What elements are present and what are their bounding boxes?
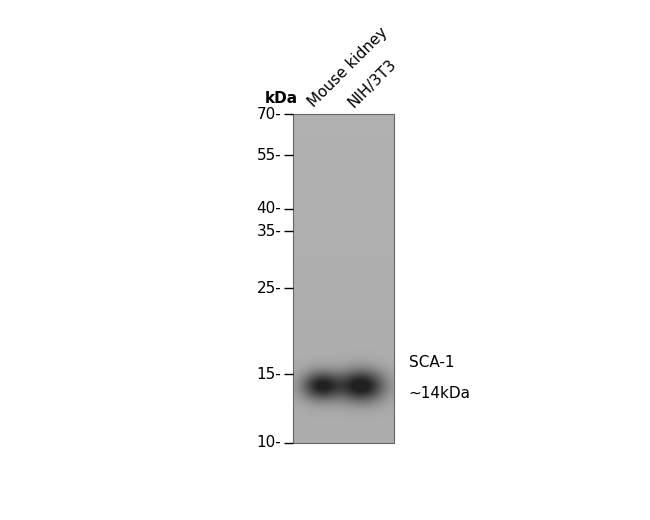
Text: NIH/3T3: NIH/3T3 xyxy=(346,57,400,110)
Text: 10-: 10- xyxy=(257,435,281,450)
Text: 35-: 35- xyxy=(256,224,281,239)
Bar xyxy=(292,114,393,443)
Text: kDa: kDa xyxy=(265,92,298,107)
Text: 55-: 55- xyxy=(257,148,281,163)
Text: Mouse kidney: Mouse kidney xyxy=(306,25,391,110)
Text: 15-: 15- xyxy=(257,367,281,382)
Text: ~14kDa: ~14kDa xyxy=(409,386,471,401)
Text: 25-: 25- xyxy=(257,281,281,296)
Text: 70-: 70- xyxy=(257,107,281,122)
Text: SCA-1: SCA-1 xyxy=(409,355,454,370)
Text: 40-: 40- xyxy=(257,201,281,216)
